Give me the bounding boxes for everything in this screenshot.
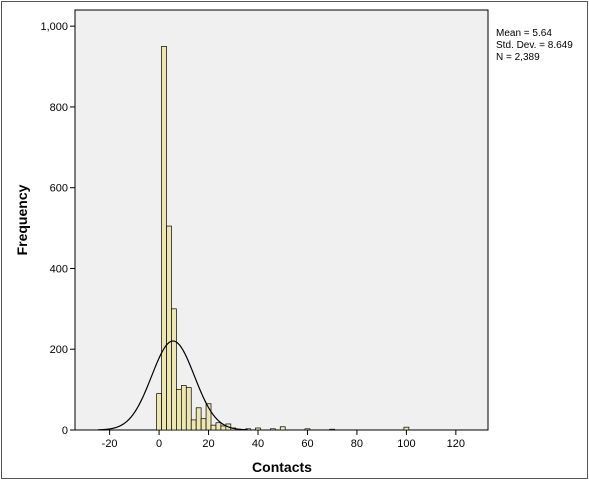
y-tick-label: 800 bbox=[50, 102, 68, 114]
y-tick-label: 400 bbox=[50, 263, 68, 275]
bar bbox=[176, 389, 182, 431]
y-tick-label: 600 bbox=[50, 183, 68, 195]
x-tick-label: 20 bbox=[202, 438, 214, 450]
x-tick-label: 0 bbox=[156, 438, 162, 450]
x-tick-label: 80 bbox=[351, 438, 363, 450]
normal-curve bbox=[98, 340, 248, 431]
stat-label: N = 2,389 bbox=[496, 52, 540, 63]
y-tick-label: 0 bbox=[62, 425, 68, 437]
bar bbox=[166, 225, 172, 431]
bar bbox=[210, 424, 217, 431]
bar bbox=[171, 308, 177, 431]
bar bbox=[180, 385, 187, 431]
bar bbox=[255, 427, 261, 431]
y-tick-label: 1,000 bbox=[40, 21, 68, 33]
stat-label: Std. Dev. = 8.649 bbox=[496, 40, 573, 51]
bar bbox=[156, 393, 162, 431]
bar bbox=[329, 428, 336, 431]
bar bbox=[215, 422, 222, 431]
stat-label: Mean = 5.64 bbox=[496, 28, 552, 39]
bar bbox=[270, 428, 276, 431]
x-tick-label: 100 bbox=[397, 438, 415, 450]
x-tick-label: 40 bbox=[252, 438, 264, 450]
plot-area bbox=[74, 9, 489, 431]
bar bbox=[200, 418, 207, 431]
bar bbox=[220, 425, 227, 431]
bar bbox=[185, 387, 192, 431]
x-tick-label: 120 bbox=[447, 438, 465, 450]
bar bbox=[190, 419, 197, 431]
bar bbox=[205, 403, 212, 431]
bar bbox=[304, 428, 311, 431]
x-axis-title: Contacts bbox=[252, 459, 312, 475]
bar bbox=[195, 407, 202, 431]
y-tick-label: 200 bbox=[50, 344, 68, 356]
x-tick-label: -20 bbox=[102, 438, 118, 450]
y-axis-title: Frequency bbox=[14, 184, 30, 255]
x-tick-label: 60 bbox=[301, 438, 313, 450]
bar bbox=[161, 45, 167, 431]
bar bbox=[403, 426, 410, 431]
bar bbox=[279, 426, 286, 431]
